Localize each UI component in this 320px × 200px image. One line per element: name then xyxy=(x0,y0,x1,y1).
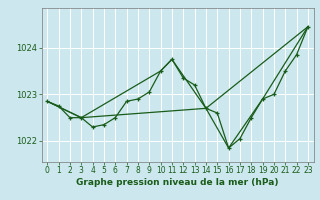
X-axis label: Graphe pression niveau de la mer (hPa): Graphe pression niveau de la mer (hPa) xyxy=(76,178,279,187)
